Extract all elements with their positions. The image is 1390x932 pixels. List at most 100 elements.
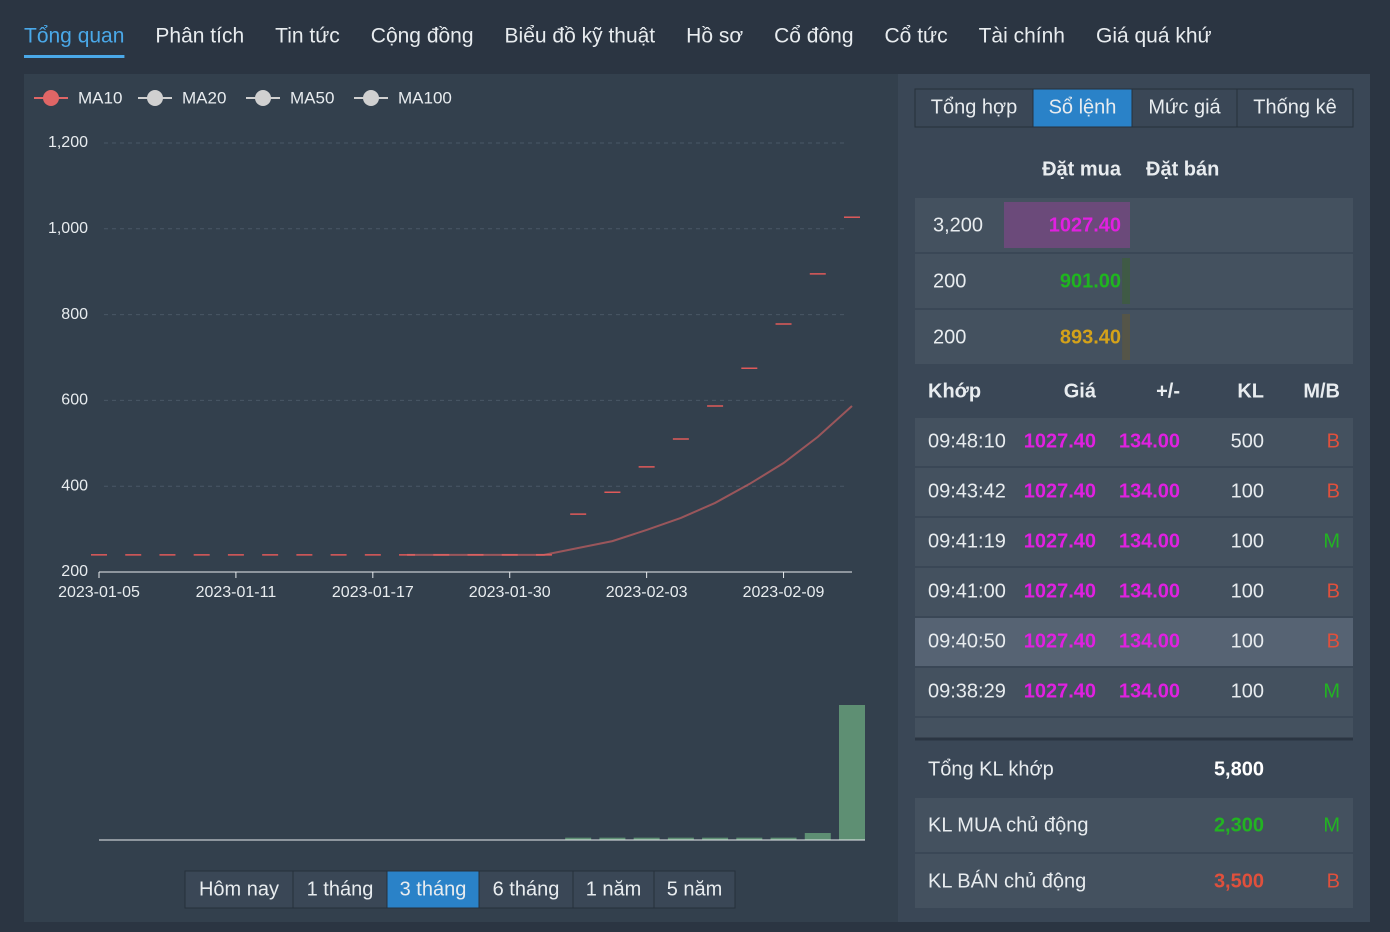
- trade-volume: 100: [1231, 630, 1264, 652]
- range-button[interactable]: [292, 870, 388, 909]
- nav-tab[interactable]: Cổ tức: [885, 25, 948, 48]
- trade-side: M: [1323, 680, 1340, 702]
- order-row: [915, 254, 1353, 308]
- range-button-label: 5 năm: [667, 878, 723, 900]
- nav-underline: [24, 55, 125, 58]
- chart-panel: [24, 74, 898, 922]
- total-row: [915, 798, 1353, 852]
- trade-price: 1027.40: [1024, 480, 1096, 502]
- nav-tab[interactable]: Tổng quan: [24, 25, 124, 48]
- trade-time: 09:41:00: [928, 580, 1006, 602]
- volume-bar: [839, 705, 865, 840]
- total-label: Tổng KL khớp: [928, 758, 1054, 780]
- trade-row[interactable]: [915, 568, 1353, 616]
- x-tick-label: 2023-01-17: [332, 584, 414, 601]
- y-tick-label: 200: [61, 563, 88, 580]
- legend-label[interactable]: MA50: [290, 88, 334, 107]
- volume-bar: [565, 837, 592, 840]
- trade-volume: 100: [1231, 480, 1264, 502]
- trade-side: B: [1327, 480, 1340, 502]
- volume-bar: [633, 837, 660, 840]
- trade-side: B: [1327, 630, 1340, 652]
- order-row: [915, 198, 1353, 252]
- nav-tab[interactable]: Tin tức: [275, 25, 340, 48]
- total-label: KL BÁN chủ động: [928, 869, 1086, 892]
- range-button-label: 1 tháng: [307, 878, 374, 900]
- volume-bar: [667, 837, 694, 840]
- panel-tab-label: Thống kê: [1253, 96, 1336, 118]
- total-side: M: [1323, 814, 1340, 836]
- total-label: KL MUA chủ động: [928, 814, 1088, 836]
- order-price: 901.00: [1060, 270, 1121, 292]
- panel-tab[interactable]: [914, 88, 1034, 128]
- trade-price: 1027.40: [1024, 630, 1096, 652]
- range-button[interactable]: [184, 870, 294, 909]
- legend-label[interactable]: MA10: [78, 88, 122, 107]
- total-value: 3,500: [1214, 870, 1264, 892]
- nav-tab[interactable]: Tài chính: [979, 25, 1065, 48]
- total-value: 2,300: [1214, 814, 1264, 836]
- legend-marker: [255, 90, 271, 106]
- trade-price: 1027.40: [1024, 580, 1096, 602]
- order-volume: 200: [933, 326, 966, 348]
- trade-header: +/-: [1156, 380, 1180, 402]
- panel-tab[interactable]: [1032, 88, 1133, 128]
- order-row: [915, 310, 1353, 364]
- scroll-edge: [915, 718, 1353, 738]
- ma-line: [407, 405, 853, 556]
- nav-tab[interactable]: Giá quá khứ: [1096, 25, 1212, 48]
- legend-marker: [363, 90, 379, 106]
- trade-price: 1027.40: [1024, 680, 1096, 702]
- nav-tab[interactable]: Hồ sơ: [686, 25, 743, 48]
- x-tick-label: 2023-01-05: [58, 584, 140, 601]
- trade-volume: 100: [1231, 530, 1264, 552]
- panel-tab[interactable]: [1236, 88, 1354, 128]
- legend-label[interactable]: MA100: [398, 88, 452, 107]
- trade-row[interactable]: [915, 668, 1353, 716]
- trade-change: 134.00: [1119, 530, 1180, 552]
- volume-bar: [736, 837, 763, 840]
- trade-change: 134.00: [1119, 630, 1180, 652]
- trade-row[interactable]: [915, 618, 1353, 666]
- legend-marker: [43, 90, 59, 106]
- trade-volume: 500: [1231, 430, 1264, 452]
- volume-bar: [599, 837, 626, 840]
- range-button-label: 6 tháng: [493, 878, 560, 900]
- trade-side: B: [1327, 580, 1340, 602]
- trade-row[interactable]: [915, 518, 1353, 566]
- range-button[interactable]: [386, 870, 480, 909]
- panel-tab-label: Tổng hợp: [931, 96, 1018, 118]
- total-side: B: [1327, 870, 1340, 892]
- trade-side: B: [1327, 430, 1340, 452]
- trade-row[interactable]: [915, 468, 1353, 516]
- trade-header: Khớp: [928, 380, 981, 402]
- trade-price: 1027.40: [1024, 430, 1096, 452]
- trade-time: 09:38:29: [928, 680, 1006, 702]
- y-tick-label: 400: [61, 477, 88, 494]
- legend-marker: [147, 90, 163, 106]
- book-header: Đặt bán: [1146, 158, 1219, 180]
- range-button[interactable]: [478, 870, 574, 909]
- order-volume: 3,200: [933, 214, 983, 236]
- trade-change: 134.00: [1119, 480, 1180, 502]
- trade-change: 134.00: [1119, 680, 1180, 702]
- nav-tab[interactable]: Cổ đông: [774, 25, 853, 48]
- nav-tab[interactable]: Cộng đồng: [371, 25, 474, 48]
- y-tick-label: 1,200: [48, 134, 88, 151]
- order-bar: [1122, 314, 1130, 360]
- y-tick-label: 1,000: [48, 220, 88, 237]
- panel-tab-label: Mức giá: [1148, 96, 1221, 118]
- trade-side: M: [1323, 530, 1340, 552]
- panel-tab-label: Sổ lệnh: [1049, 96, 1117, 118]
- trade-header: KL: [1237, 380, 1264, 402]
- nav-tab[interactable]: Biểu đồ kỹ thuật: [505, 25, 656, 48]
- trade-time: 09:40:50: [928, 630, 1006, 652]
- y-tick-label: 800: [61, 306, 88, 323]
- nav-tab[interactable]: Phân tích: [155, 25, 244, 48]
- volume-bar: [770, 837, 797, 840]
- range-button-label: 3 tháng: [400, 878, 467, 900]
- trade-volume: 100: [1231, 580, 1264, 602]
- range-button[interactable]: [653, 870, 736, 909]
- legend-label[interactable]: MA20: [182, 88, 226, 107]
- trade-row[interactable]: [915, 418, 1353, 466]
